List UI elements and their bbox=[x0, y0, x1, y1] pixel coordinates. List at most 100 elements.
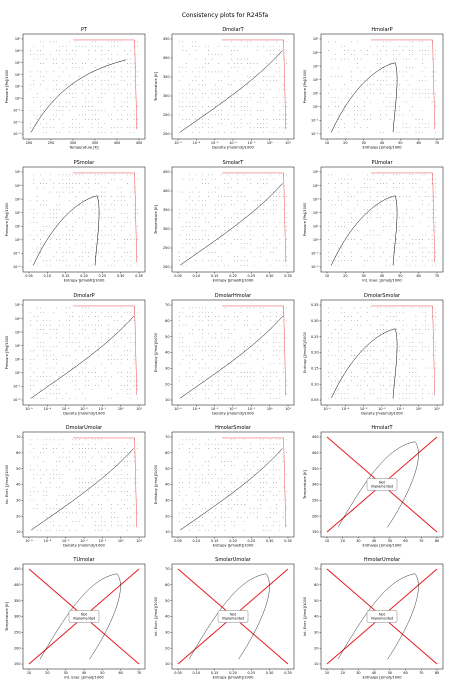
data-point bbox=[389, 75, 391, 77]
x-tick-label: 0.05 bbox=[25, 274, 33, 278]
data-point bbox=[402, 178, 404, 180]
data-point bbox=[82, 525, 83, 527]
data-point bbox=[431, 354, 433, 356]
data-point bbox=[72, 311, 73, 313]
data-point bbox=[137, 482, 138, 484]
data-point bbox=[354, 101, 355, 103]
data-point bbox=[107, 324, 109, 326]
data-point bbox=[124, 346, 125, 347]
data-point bbox=[88, 372, 90, 373]
data-point bbox=[107, 234, 109, 236]
data-point bbox=[266, 75, 268, 77]
data-point bbox=[279, 350, 281, 352]
data-point bbox=[360, 80, 362, 81]
data-point bbox=[75, 84, 77, 86]
saturation-curve bbox=[331, 62, 398, 133]
data-point bbox=[376, 183, 378, 184]
data-point bbox=[69, 88, 70, 90]
data-point bbox=[224, 478, 226, 479]
data-point bbox=[30, 260, 31, 262]
data-point bbox=[189, 354, 190, 356]
data-point bbox=[133, 114, 135, 116]
data-point bbox=[237, 127, 239, 129]
data-point bbox=[373, 251, 375, 253]
data-point bbox=[256, 221, 258, 223]
data-point bbox=[234, 45, 235, 47]
data-point bbox=[43, 97, 44, 98]
data-point bbox=[351, 71, 352, 73]
data-point bbox=[130, 67, 132, 68]
data-point bbox=[185, 226, 187, 227]
data-point bbox=[351, 221, 352, 223]
data-point bbox=[36, 465, 38, 466]
data-point bbox=[117, 260, 119, 262]
x-tick-label: 10⁻¹ bbox=[99, 407, 107, 411]
data-point bbox=[428, 54, 430, 56]
data-point bbox=[266, 516, 268, 518]
data-point bbox=[409, 50, 410, 51]
data-point bbox=[75, 443, 77, 445]
y-tick-label: 10⁵ bbox=[313, 37, 319, 41]
data-point bbox=[205, 71, 206, 73]
data-point bbox=[30, 208, 31, 210]
data-point bbox=[360, 58, 362, 60]
data-point bbox=[331, 67, 333, 68]
data-point bbox=[59, 461, 61, 462]
y-tick-label: 150 bbox=[14, 662, 20, 666]
data-point bbox=[69, 316, 70, 317]
data-point bbox=[179, 256, 180, 257]
data-point bbox=[415, 316, 417, 317]
data-point bbox=[82, 491, 83, 492]
data-point bbox=[95, 183, 96, 184]
data-point bbox=[221, 516, 222, 518]
data-point bbox=[40, 63, 41, 64]
data-point bbox=[367, 84, 368, 86]
data-point bbox=[237, 456, 239, 458]
data-point bbox=[224, 397, 226, 399]
data-point bbox=[231, 50, 232, 51]
data-point bbox=[334, 127, 336, 129]
data-point bbox=[431, 397, 433, 399]
data-point bbox=[65, 456, 67, 458]
data-point bbox=[195, 58, 197, 60]
data-point bbox=[360, 307, 362, 309]
data-point bbox=[205, 67, 206, 68]
data-point bbox=[370, 93, 371, 94]
data-point bbox=[133, 187, 135, 189]
data-point bbox=[195, 213, 197, 214]
data-point bbox=[269, 174, 271, 176]
data-point bbox=[111, 234, 112, 236]
data-point bbox=[380, 178, 381, 180]
data-point bbox=[393, 187, 394, 189]
data-point bbox=[43, 499, 44, 501]
data-point bbox=[88, 512, 90, 514]
data-point bbox=[344, 256, 346, 257]
data-point bbox=[279, 478, 281, 479]
data-point bbox=[46, 354, 48, 356]
data-point bbox=[396, 187, 397, 189]
data-point bbox=[240, 239, 242, 240]
data-point bbox=[205, 316, 206, 317]
data-point bbox=[256, 183, 258, 184]
x-tick-label: 0.35 bbox=[284, 539, 292, 543]
data-point bbox=[234, 341, 235, 343]
data-point bbox=[88, 486, 90, 488]
data-point bbox=[250, 93, 252, 94]
not-implemented-label: Not bbox=[379, 613, 386, 617]
data-point bbox=[266, 525, 268, 527]
data-point bbox=[202, 123, 203, 124]
data-point bbox=[218, 393, 219, 395]
y-tick-label: 10⁴ bbox=[15, 317, 21, 321]
data-point bbox=[182, 110, 184, 111]
data-point bbox=[107, 443, 109, 445]
data-point bbox=[367, 384, 368, 386]
data-point bbox=[124, 478, 125, 479]
data-point bbox=[237, 363, 239, 364]
data-point bbox=[218, 320, 219, 322]
x-tick-label: 0.15 bbox=[211, 274, 219, 278]
data-point bbox=[431, 234, 433, 236]
data-point bbox=[409, 41, 410, 43]
data-point bbox=[282, 350, 284, 352]
data-point bbox=[402, 380, 404, 382]
data-point bbox=[328, 114, 329, 116]
